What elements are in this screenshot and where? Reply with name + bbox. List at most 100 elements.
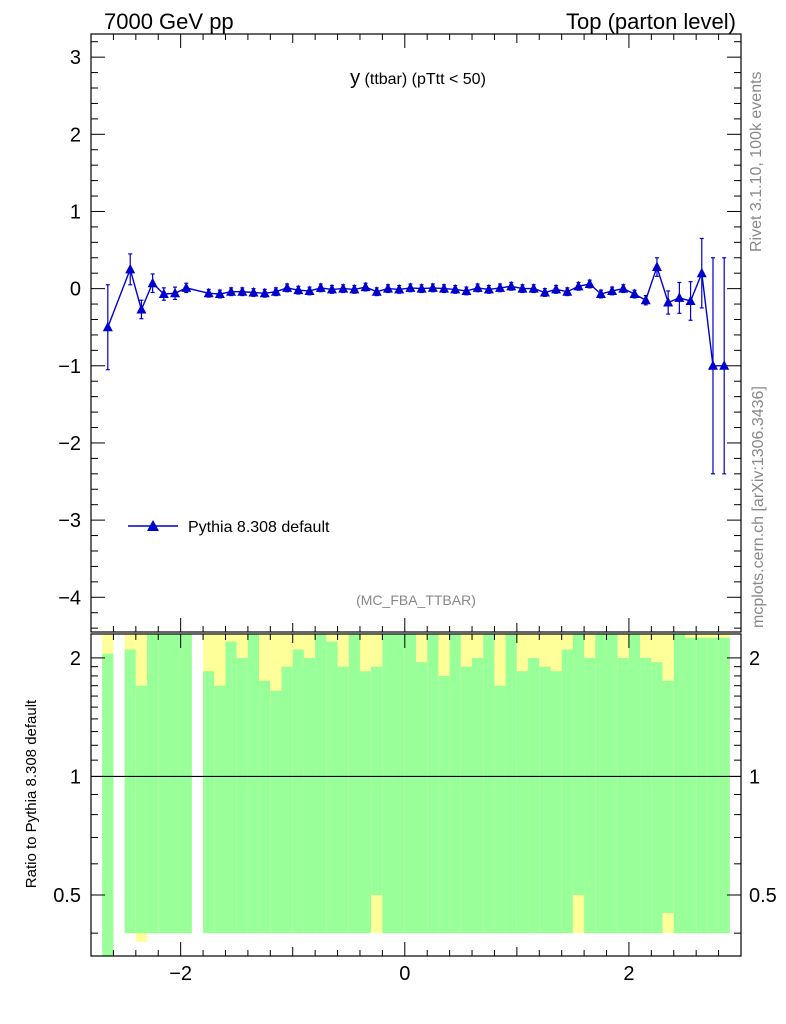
data-point: [696, 267, 707, 278]
data-point: [237, 286, 248, 296]
ratio-inner-band-bin: [292, 649, 304, 934]
ratio-inner-band-bin: [606, 634, 618, 934]
y-tick-label: 0: [70, 279, 81, 301]
ratio-inner-band-bin: [393, 634, 405, 934]
data-point: [360, 281, 371, 292]
ratio-inner-band-bin: [158, 634, 170, 934]
data-point: [607, 285, 618, 295]
ratio-y-tick-label: 1: [70, 766, 81, 788]
data-point: [472, 282, 483, 292]
ratio-y-tick-label: 2: [70, 648, 81, 670]
ratio-inner-band-bin: [247, 634, 260, 934]
data-point: [382, 283, 393, 293]
legend-marker: [147, 520, 159, 531]
ratio-inner-band-bin: [516, 671, 529, 934]
data-point: [170, 287, 181, 298]
ratio-inner-band-bin: [337, 666, 349, 934]
y-tick-label: 1: [70, 201, 81, 223]
data-point: [573, 280, 584, 291]
ratio-inner-band-bin: [651, 662, 663, 934]
data-point: [304, 285, 315, 295]
data-point: [483, 283, 494, 294]
legend-label: Pythia 8.308 default: [188, 519, 330, 536]
x-tick-label: 2: [623, 963, 634, 985]
data-point: [707, 360, 718, 370]
ratio-inner-band-bin: [707, 637, 719, 934]
ratio-inner-band-bin: [584, 657, 596, 934]
ratio-panel-frame: [90, 633, 742, 957]
ratio-inner-band-bin: [494, 685, 506, 934]
data-point: [203, 287, 214, 298]
plot-title-sub: (ttbar) (pTtt < 50): [360, 71, 486, 88]
data-point: [259, 287, 270, 298]
data-point: [326, 283, 337, 294]
ratio-inner-band-bin: [236, 657, 248, 934]
data-point: [427, 282, 438, 292]
ratio-inner-band-bin: [124, 649, 136, 934]
ratio-inner-band-bin: [539, 666, 551, 934]
ratio-ylabel: Ratio to Pythia 8.308 default: [23, 699, 40, 888]
ratio-inner-band-bin: [180, 634, 192, 934]
data-point: [685, 295, 696, 305]
ratio-inner-band-bin: [259, 680, 271, 934]
ratio-inner-band-bin: [135, 685, 148, 934]
data-point: [629, 288, 640, 299]
ratio-inner-band-bin: [696, 637, 708, 934]
y-tick-label: −1: [58, 356, 81, 378]
ratio-inner-band-bin: [225, 641, 237, 934]
x-tick-label: 0: [399, 963, 410, 985]
header-right: Top (parton level): [566, 9, 736, 34]
data-point: [349, 283, 360, 294]
ratio-inner-band-bin: [595, 634, 607, 934]
ratio-inner-band-bin: [438, 675, 450, 934]
data-point: [405, 282, 416, 292]
data-point: [595, 288, 606, 299]
ratio-inner-band-bin: [572, 634, 585, 895]
data-point: [315, 282, 326, 292]
axis-ticks: [90, 34, 742, 956]
plot-title-main: y: [350, 67, 360, 89]
y-tick-label: −4: [58, 587, 81, 609]
data-point: [248, 286, 259, 297]
data-point: [551, 283, 562, 294]
series-line: [107, 264, 725, 367]
data-point: [125, 263, 136, 274]
data-point: [147, 277, 158, 288]
y-tick-label: −3: [58, 510, 81, 532]
data-point: [394, 283, 405, 294]
ratio-y-tick-label-right: 1: [749, 766, 760, 788]
data-point: [461, 285, 472, 295]
data-point: [651, 261, 662, 272]
data-point: [214, 288, 225, 299]
ratio-inner-band-bin: [416, 662, 428, 934]
legend: Pythia 8.308 default: [128, 519, 330, 536]
ratio-inner-band-bin: [348, 634, 360, 934]
rivet-label: Rivet 3.1.10, 100k events: [748, 71, 765, 252]
ratio-inner-band-bin: [371, 666, 383, 895]
ratio-y-tick-label-right: 0.5: [749, 885, 777, 907]
data-point: [371, 286, 382, 296]
data-point: [663, 297, 674, 307]
data-point: [338, 283, 349, 293]
data-point: [517, 283, 528, 293]
ratio-inner-band-bin: [460, 666, 473, 934]
ratio-inner-band-bin: [303, 657, 316, 934]
source-label: mcplots.cern.ch [arXiv:1306.3436]: [750, 386, 767, 628]
ratio-inner-band-bin: [382, 634, 394, 934]
data-point: [226, 286, 237, 296]
ratio-inner-band-bin: [281, 666, 293, 934]
ratio-inner-band-bin: [359, 671, 372, 934]
ratio-inner-band-bin: [550, 671, 562, 934]
ratio-inner-band-bin: [427, 634, 439, 934]
ratio-y-tick-label: 0.5: [53, 885, 81, 907]
ratio-inner-band-bin: [684, 637, 697, 934]
ratio-inner-band-bin: [640, 657, 652, 934]
data-point: [719, 360, 730, 370]
ratio-inner-band-bin: [718, 637, 730, 934]
ratio-inner-band-bin: [483, 634, 495, 934]
y-tick-label: 3: [70, 47, 81, 69]
data-point: [495, 282, 506, 292]
data-point: [450, 283, 461, 294]
ratio-inner-band-bin: [214, 685, 226, 934]
